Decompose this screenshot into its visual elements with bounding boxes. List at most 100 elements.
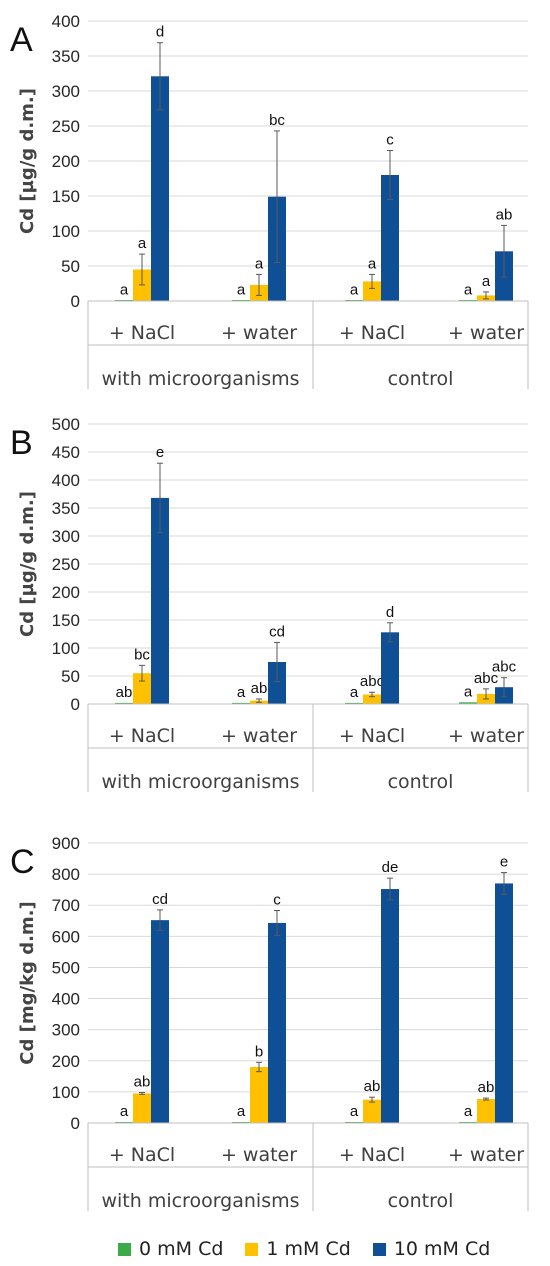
group-label-c: with microorganisms [101, 1190, 299, 1212]
bar-b-s2-c2 [381, 632, 399, 704]
significance-letter-b: abc [360, 673, 385, 690]
significance-letter-c: ab [364, 1078, 381, 1095]
legend-label-1mm: 1 mM Cd [266, 1238, 351, 1260]
significance-letter-c: b [255, 1043, 263, 1060]
significance-letter-b: cd [269, 623, 285, 640]
category-label-a: + NaCl [339, 322, 405, 344]
legend-item-10mm: 10 mM Cd [372, 1238, 491, 1260]
significance-letter-a: a [120, 282, 129, 299]
significance-letter-b: ab [116, 684, 133, 701]
group-label-a: control [388, 368, 454, 390]
y-tick-label-c: 900 [52, 834, 80, 853]
significance-letter-a: c [386, 132, 394, 149]
y-tick-label-c: 400 [52, 990, 80, 1009]
significance-letter-c: a [464, 1103, 473, 1120]
panel-label-c: C [10, 843, 35, 881]
group-label-a: with microorganisms [101, 368, 299, 390]
legend-swatch-10mm [372, 1242, 386, 1256]
significance-letter-c: ab [478, 1079, 495, 1096]
significance-letter-b: ab [251, 680, 268, 697]
bar-a-s1-c2 [363, 281, 381, 301]
y-axis-title-b: Cd [µg/g d.m.] [17, 491, 38, 637]
y-tick-label-a: 200 [52, 152, 80, 171]
bar-c-s1-c1 [250, 1067, 268, 1123]
significance-letter-a: a [368, 255, 377, 272]
significance-letter-a: ab [496, 206, 513, 223]
legend-label-0mm: 0 mM Cd [139, 1238, 224, 1260]
bar-c-s1-c2 [363, 1099, 381, 1123]
y-tick-label-b: 300 [52, 527, 80, 546]
bar-b-s0-c1 [232, 702, 250, 704]
category-label-b: + water [221, 725, 297, 747]
bar-b-s0-c0 [115, 702, 133, 704]
significance-letter-b: a [350, 684, 359, 701]
significance-letter-c: a [237, 1103, 246, 1120]
bar-a-s2-c2 [381, 175, 399, 301]
bar-b-s0-c2 [345, 702, 363, 704]
significance-letter-b: e [156, 444, 164, 461]
y-tick-label-b: 400 [52, 471, 80, 490]
bar-b-s1-c2 [363, 694, 381, 704]
significance-letter-a: a [138, 235, 147, 252]
significance-letter-a: a [464, 282, 473, 299]
significance-letter-b: bc [134, 646, 150, 663]
y-tick-label-c: 0 [71, 1114, 80, 1133]
significance-letter-b: abc [474, 670, 499, 687]
panel-label-b: B [10, 424, 33, 462]
y-tick-label-c: 500 [52, 958, 80, 977]
bar-c-s1-c3 [477, 1099, 495, 1123]
significance-letter-b: a [237, 684, 246, 701]
y-tick-label-c: 800 [52, 865, 80, 884]
significance-letter-c: ab [134, 1074, 151, 1091]
significance-letter-a: bc [269, 112, 285, 129]
y-tick-label-a: 100 [52, 222, 80, 241]
significance-letter-a: a [237, 282, 246, 299]
bar-b-s0-c3 [459, 702, 477, 704]
category-label-b: + NaCl [109, 725, 175, 747]
y-tick-label-b: 450 [52, 443, 80, 462]
y-tick-label-a: 400 [52, 12, 80, 31]
y-tick-label-c: 300 [52, 1021, 80, 1040]
bar-c-s1-c0 [133, 1093, 151, 1123]
bar-a-s2-c0 [151, 76, 169, 301]
y-tick-label-b: 200 [52, 583, 80, 602]
y-tick-label-a: 0 [71, 292, 80, 311]
significance-letter-a: a [482, 273, 491, 290]
significance-letter-c: e [500, 854, 508, 871]
significance-letter-c: a [350, 1103, 359, 1120]
y-tick-label-b: 250 [52, 555, 80, 574]
y-tick-label-b: 500 [52, 415, 80, 434]
legend-label-10mm: 10 mM Cd [393, 1238, 491, 1260]
y-tick-label-a: 300 [52, 82, 80, 101]
legend-item-0mm: 0 mM Cd [118, 1238, 223, 1260]
category-label-a: + water [221, 322, 297, 344]
significance-letter-c: cd [152, 891, 168, 908]
significance-letter-c: a [120, 1103, 129, 1120]
category-label-c: + NaCl [339, 1144, 405, 1166]
category-label-b: + water [448, 725, 524, 747]
y-tick-label-a: 150 [52, 187, 80, 206]
bar-b-s2-c1 [268, 662, 286, 704]
significance-letter-a: a [350, 281, 359, 298]
y-tick-label-c: 100 [52, 1083, 80, 1102]
y-tick-label-b: 0 [71, 695, 80, 714]
group-label-b: control [388, 771, 454, 793]
y-tick-label-b: 100 [52, 639, 80, 658]
category-label-c: + NaCl [109, 1144, 175, 1166]
legend: 0 mM Cd 1 mM Cd 10 mM Cd [118, 1236, 490, 1262]
bar-c-s2-c2 [381, 889, 399, 1123]
legend-swatch-0mm [118, 1242, 131, 1256]
y-tick-label-c: 200 [52, 1052, 80, 1071]
category-label-b: + NaCl [339, 725, 405, 747]
y-tick-label-c: 700 [52, 896, 80, 915]
y-tick-label-c: 600 [52, 927, 80, 946]
significance-letter-b: a [464, 683, 473, 700]
y-tick-label-b: 50 [61, 667, 80, 686]
bar-c-s2-c0 [151, 920, 169, 1123]
group-label-c: control [388, 1190, 454, 1212]
legend-swatch-1mm [245, 1242, 259, 1256]
bar-c-s2-c3 [495, 883, 513, 1123]
significance-letter-c: de [382, 859, 399, 876]
group-label-b: with microorganisms [101, 771, 299, 793]
